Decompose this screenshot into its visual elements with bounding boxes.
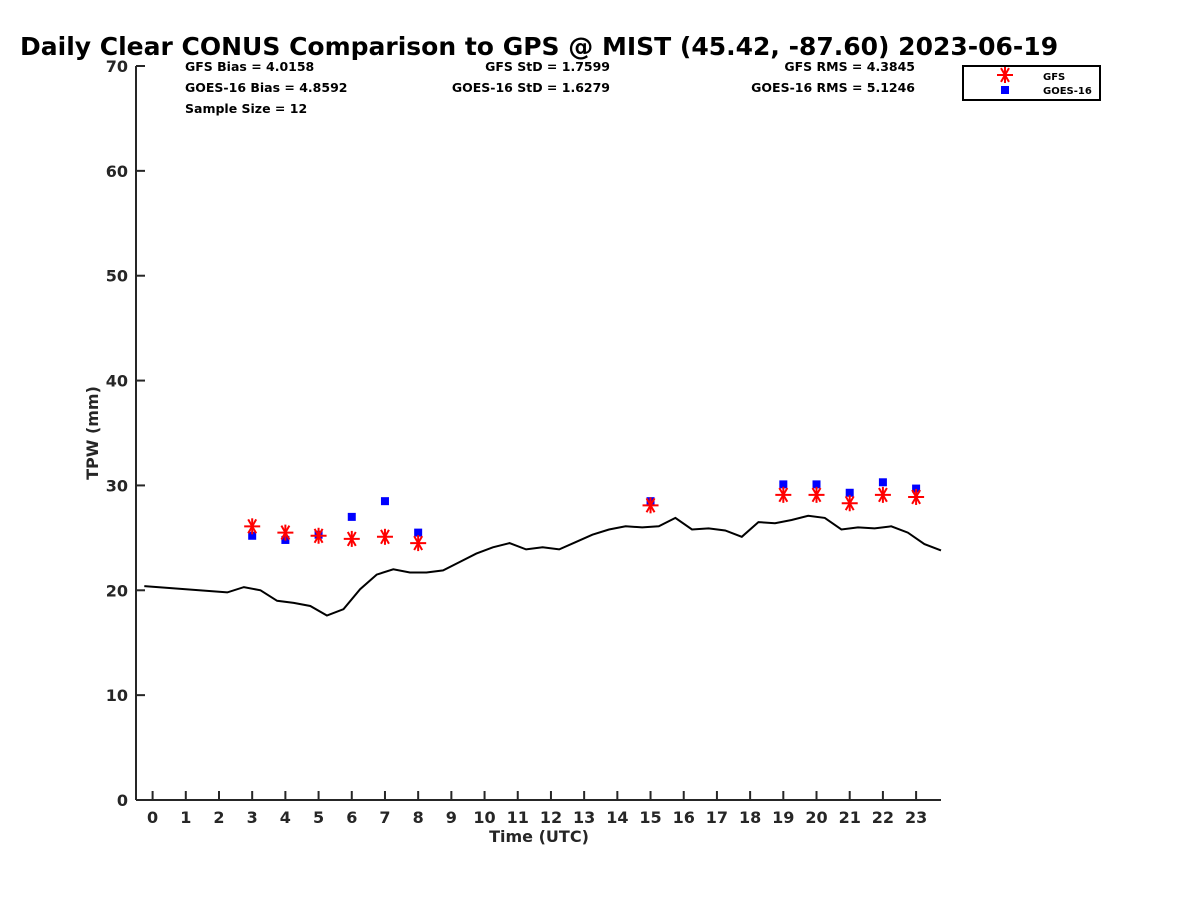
x-tick-label: 14: [606, 808, 628, 827]
sample-size-text: Sample Size = 12: [185, 101, 307, 116]
gfs-point: [343, 530, 360, 547]
gfs-point: [310, 527, 327, 544]
x-tick-label: 17: [706, 808, 728, 827]
gps-series-line: [144, 514, 942, 617]
gfs-point: [277, 524, 294, 541]
gfs-point: [642, 497, 659, 514]
x-tick-label: 7: [379, 808, 390, 827]
x-tick-label: 13: [573, 808, 595, 827]
legend-goes-label: GOES-16: [1043, 86, 1092, 97]
gfs-point: [410, 535, 427, 552]
y-tick-label: 60: [106, 162, 128, 181]
chart-title: Daily Clear CONUS Comparison to GPS @ MI…: [20, 32, 1058, 61]
series-layer: [144, 478, 942, 617]
x-tick-label: 4: [280, 808, 291, 827]
gfs-point: [376, 528, 393, 545]
gfs-point: [874, 486, 891, 503]
y-tick-label: 20: [106, 581, 128, 600]
y-tick-label: 30: [106, 476, 128, 495]
legend-gfs-marker: [997, 67, 1013, 83]
legend-goes-marker: [1001, 86, 1009, 94]
x-tick-label: 11: [507, 808, 529, 827]
goes-point: [878, 478, 887, 487]
x-tick-label: 3: [247, 808, 258, 827]
y-tick-label: 0: [117, 791, 128, 810]
x-tick-label: 8: [413, 808, 424, 827]
goes-point: [248, 531, 257, 540]
gfs-rms-text: GFS RMS = 4.3845: [784, 59, 915, 74]
legend: GFS GOES-16: [962, 65, 1101, 101]
x-tick-label: 2: [213, 808, 224, 827]
gfs-point: [841, 495, 858, 512]
x-tick-label: 5: [313, 808, 324, 827]
goes-std-text: GOES-16 StD = 1.6279: [452, 80, 610, 95]
x-tick-label: 21: [839, 808, 861, 827]
goes-bias-text: GOES-16 Bias = 4.8592: [185, 80, 347, 95]
legend-box: [962, 65, 1101, 101]
x-tick-label: 9: [446, 808, 457, 827]
legend-gfs-label: GFS: [1043, 72, 1065, 83]
y-tick-label: 10: [106, 686, 128, 705]
legend-gfs-asterisk: [997, 67, 1013, 83]
gfs-point: [775, 486, 792, 503]
y-tick-label: 50: [106, 267, 128, 286]
gfs-std-text: GFS StD = 1.7599: [485, 59, 610, 74]
x-tick-label: 1: [180, 808, 191, 827]
x-tick-label: 16: [673, 808, 695, 827]
gfs-point: [244, 518, 261, 535]
x-tick-label: 12: [540, 808, 562, 827]
x-tick-label: 18: [739, 808, 761, 827]
x-tick-label: 20: [805, 808, 827, 827]
goes-point: [380, 497, 389, 506]
goes-rms-text: GOES-16 RMS = 5.1246: [751, 80, 915, 95]
y-tick-label: 40: [106, 372, 128, 391]
x-tick-label: 22: [872, 808, 894, 827]
goes-point: [845, 488, 854, 497]
x-tick-label: 23: [905, 808, 927, 827]
x-tick-label: 0: [147, 808, 158, 827]
goes-point: [347, 512, 356, 521]
x-tick-label: 19: [772, 808, 794, 827]
x-tick-label: 6: [346, 808, 357, 827]
y-tick-label: 70: [106, 57, 128, 76]
y-axis-label: TPW (mm): [83, 386, 102, 480]
x-tick-label: 15: [639, 808, 661, 827]
gfs-point: [808, 486, 825, 503]
goes-point: [912, 484, 921, 493]
gfs-point: [908, 488, 925, 505]
goes-point: [779, 480, 788, 489]
x-axis-label: Time (UTC): [489, 827, 589, 846]
goes-point: [812, 480, 821, 489]
x-tick-label: 10: [473, 808, 495, 827]
goes-point: [414, 528, 423, 537]
gfs-bias-text: GFS Bias = 4.0158: [185, 59, 314, 74]
